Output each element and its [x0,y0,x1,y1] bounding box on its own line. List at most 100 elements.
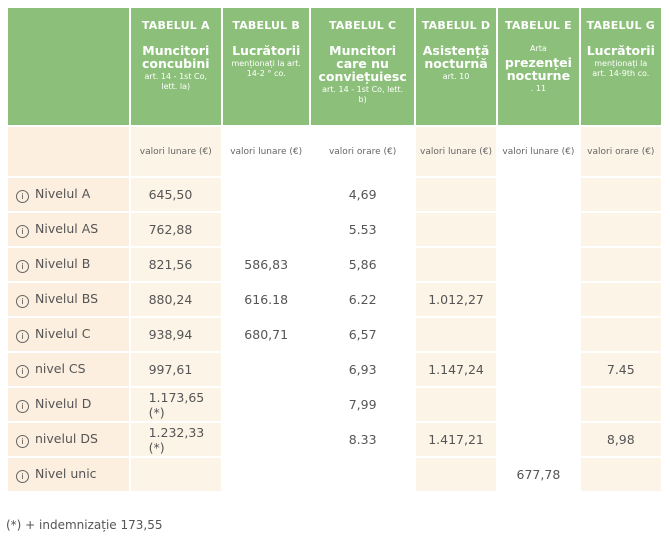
value-cell [580,213,661,246]
value-cell [498,388,579,421]
header-corner [8,8,129,125]
header-name: prezenței nocturne [504,55,572,83]
info-icon[interactable]: i [16,400,29,413]
value-cell: 5.53 [311,213,414,246]
table-row: i Nivelul D 1.173,65 (*) 7,99 [8,388,661,421]
value-cell: 680,71 [222,318,310,351]
header-tab: TABELUL D [421,19,491,32]
value-cell: 7.45 [580,353,661,386]
row-label: nivelul DS [35,431,98,446]
value-cell [415,458,497,491]
row-label-cell[interactable]: i Nivelul BS [8,283,129,316]
header-table-g: TABELUL G Lucrătorii menționați la art. … [580,8,661,125]
row-label: Nivelul AS [35,221,99,236]
header-sub: menționați la art. 14-2 ° co. [231,59,301,78]
value-cell [415,178,497,211]
header-name: Muncitori concubini [141,43,210,71]
header-table-c: TABELUL C Muncitori care nu conviețuiesc… [311,8,414,125]
header-table-b: TABELUL B Lucrătorii menționați la art. … [222,8,310,125]
header-tab: TABELUL B [232,19,300,32]
value-cell [311,458,414,491]
row-label-cell[interactable]: i nivelul DS [8,423,129,456]
table-row: i Nivelul C 938,94 680,71 6,57 [8,318,661,351]
value-cell: 8,98 [580,423,661,456]
row-label-cell[interactable]: i nivel CS [8,353,129,386]
footnote: (*) + indemnizație 173,55 [6,518,163,532]
value-cell: 616.18 [222,283,310,316]
value-cell [580,248,661,281]
value-cell: 6,57 [311,318,414,351]
value-cell [222,388,310,421]
value-cell [580,388,661,421]
info-icon[interactable]: i [16,435,29,448]
value-cell: 6,93 [311,353,414,386]
value-cell [222,458,310,491]
table-row: i Nivelul B 821,56 586,83 5,86 [8,248,661,281]
row-label-cell[interactable]: i Nivelul C [8,318,129,351]
header-tab: TABELUL A [141,19,210,32]
info-icon[interactable]: i [16,190,29,203]
value-cell [415,388,497,421]
units-corner [8,127,129,176]
header-table-a: TABELUL A Muncitori concubini art. 14 - … [130,8,221,125]
value-cell: 1.012,27 [415,283,497,316]
value-cell [580,318,661,351]
header-pre: Arta [530,44,547,53]
unit-label: valori lunare (€) [498,127,579,176]
value-cell [580,458,661,491]
value-cell: 6.22 [311,283,414,316]
value-cell [415,318,497,351]
salary-table-wrapper: TABELUL A Muncitori concubini art. 14 - … [6,6,663,493]
value-cell [580,283,661,316]
unit-label: valori orare (€) [311,127,414,176]
table-row: i nivel CS 997,61 6,93 1.147,24 7.45 [8,353,661,386]
value-cell: 1.232,33 (*) [130,423,221,456]
row-label-cell[interactable]: i Nivelul D [8,388,129,421]
value-cell: 938,94 [130,318,221,351]
header-table-e: TABELUL E Arta prezenței nocturne . 11 [498,8,579,125]
header-name: Muncitori care nu conviețuiesc [318,43,407,84]
row-label: Nivelul A [35,186,91,201]
value-cell [498,248,579,281]
value-cell: 1.173,65 (*) [130,388,221,421]
info-icon[interactable]: i [16,260,29,273]
value-cell: 1.147,24 [415,353,497,386]
value-cell: 997,61 [130,353,221,386]
row-label-cell[interactable]: i Nivelul AS [8,213,129,246]
row-label: Nivelul D [35,396,92,411]
info-icon[interactable]: i [16,330,29,343]
value-cell: 762,88 [130,213,221,246]
value-cell [415,213,497,246]
value-cell [498,283,579,316]
row-label-cell[interactable]: i Nivelul A [8,178,129,211]
header-tab: TABELUL E [505,19,572,32]
value-cell: 880,24 [130,283,221,316]
header-tab: TABELUL C [328,19,397,32]
value-cell: 8.33 [311,423,414,456]
unit-label: valori lunare (€) [222,127,310,176]
row-label-cell[interactable]: i Nivel unic [8,458,129,491]
table-row: i Nivel unic 677,78 [8,458,661,491]
row-label-cell[interactable]: i Nivelul B [8,248,129,281]
header-name: Lucrătorii [232,43,301,58]
table-row: i Nivelul A 645,50 4,69 [8,178,661,211]
value-cell [498,353,579,386]
info-icon[interactable]: i [16,365,29,378]
info-icon[interactable]: i [16,225,29,238]
value-cell [222,353,310,386]
value-cell [222,213,310,246]
header-table-d: TABELUL D Asistență nocturnă art. 10 [415,8,497,125]
unit-label: valori orare (€) [580,127,661,176]
table-row: i Nivelul AS 762,88 5.53 [8,213,661,246]
unit-label: valori lunare (€) [130,127,221,176]
info-icon[interactable]: i [16,470,29,483]
header-sub: art. 14 - 1st Co, lett. la) [144,72,208,91]
row-label: Nivel unic [35,466,97,481]
salary-table: TABELUL A Muncitori concubini art. 14 - … [6,6,663,493]
value-cell: 645,50 [130,178,221,211]
info-icon[interactable]: i [16,295,29,308]
header-sub: art. 14 - 1st Co, lett. b) [322,85,404,104]
value-cell [498,178,579,211]
value-cell [498,213,579,246]
row-label: nivel CS [35,361,86,376]
